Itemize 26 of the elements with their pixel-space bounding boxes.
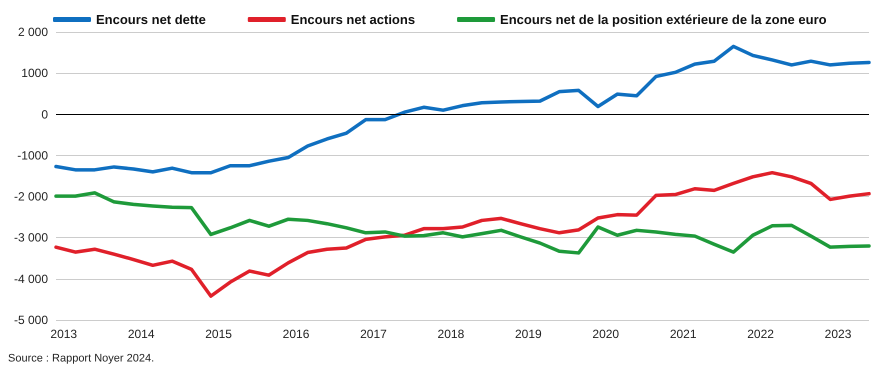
y-tick-label: 2 000 [18,25,48,39]
source-note: Source : Rapport Noyer 2024. [8,352,154,364]
y-tick-label: -5 000 [14,313,48,327]
legend-label: Encours net de la position extérieure de la zone euro [500,12,827,27]
x-tick-label: 2019 [514,327,542,341]
x-tick-label: 2020 [592,327,620,341]
x-tick-label: 2022 [747,327,774,341]
x-tick-label: 2018 [438,327,465,341]
line-series [54,44,871,174]
x-tick-label: 2016 [282,327,310,341]
y-tick-label: -3 000 [14,230,48,245]
legend-label: Encours net dette [96,12,206,27]
x-tick-label: 2014 [128,327,155,341]
line-series [54,191,871,255]
y-tick-label: 0 [41,107,48,122]
y-tick-label: -4 000 [14,272,48,286]
y-tick-label: -1000 [17,148,48,162]
x-tick-label: 2021 [670,327,697,341]
x-tick-label: 2015 [205,327,232,341]
legend-label: Encours net actions [290,12,416,27]
line-series [54,170,871,298]
x-tick-label: 2023 [824,327,852,341]
x-tick-label: 2013 [50,327,78,341]
y-tick-label: -2 000 [14,190,48,204]
y-tick-label: 1000 [21,66,48,80]
x-tick-label: 2017 [360,327,388,341]
